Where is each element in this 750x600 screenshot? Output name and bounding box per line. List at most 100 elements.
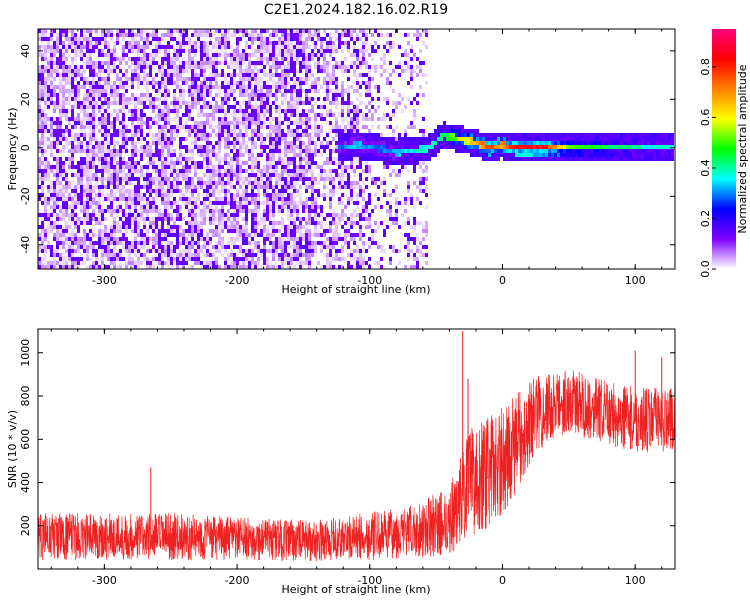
heatmap-cell [68, 97, 71, 101]
heatmap-cell [257, 165, 260, 169]
heatmap-cell [194, 89, 197, 93]
heatmap-cell [167, 233, 170, 237]
heatmap-cell [233, 237, 236, 241]
heatmap-cell [347, 229, 350, 233]
heatmap-cell [281, 253, 284, 257]
heatmap-cell [53, 237, 56, 241]
heatmap-cell [152, 81, 155, 85]
heatmap-cell [80, 161, 83, 165]
heatmap-cell [332, 77, 335, 81]
heatmap-cell [305, 161, 308, 165]
heatmap-cell [206, 253, 209, 257]
heatmap-cell [362, 57, 365, 61]
heatmap-cell [275, 65, 278, 69]
heatmap-cell [326, 69, 329, 73]
heatmap-cell [362, 189, 365, 193]
heatmap-cell [260, 145, 263, 149]
heatmap-cell [251, 33, 254, 37]
heatmap-cell [374, 133, 377, 137]
heatmap-cell [251, 129, 254, 133]
heatmap-cell [146, 45, 149, 49]
heatmap-cell [44, 165, 47, 169]
heatmap-cell [221, 117, 224, 121]
heatmap-cell [227, 201, 230, 205]
heatmap-cell [146, 237, 149, 241]
heatmap-cell [284, 237, 287, 241]
heatmap-cell [254, 245, 257, 249]
heatmap-cell [38, 129, 41, 133]
heatmap-cell [224, 117, 227, 121]
heatmap-cell [152, 245, 155, 249]
heatmap-cell [65, 125, 68, 129]
heatmap-cell [254, 65, 257, 69]
heatmap-cell [233, 105, 236, 109]
heatmap-cell [62, 149, 65, 153]
heatmap-cell [296, 117, 299, 121]
heatmap-cell [146, 217, 149, 221]
heatmap-cell [167, 41, 170, 45]
heatmap-cell [359, 193, 362, 197]
heatmap-cell [212, 113, 215, 117]
heatmap-cell [248, 125, 251, 129]
heatmap-cell [230, 249, 233, 253]
heatmap-cell [266, 157, 269, 161]
heatmap-cell [290, 149, 293, 153]
heatmap-cell [305, 101, 308, 105]
heatmap-cell [266, 137, 269, 141]
heatmap-cell [137, 265, 140, 269]
heatmap-cell [86, 233, 89, 237]
heatmap-cell [308, 265, 311, 269]
heatmap-cell [212, 41, 215, 45]
heatmap-cell [362, 33, 365, 37]
heatmap-cell [185, 105, 188, 109]
heatmap-cell [362, 233, 365, 237]
heatmap-cell [329, 169, 332, 173]
heatmap-cell [128, 41, 131, 45]
heatmap-cell [113, 225, 116, 229]
heatmap-cell [170, 241, 173, 245]
heatmap-cell [320, 69, 323, 73]
heatmap-cell [143, 137, 146, 141]
heatmap-cell [347, 173, 350, 177]
heatmap-cell [50, 121, 53, 125]
heatmap-cell [224, 49, 227, 53]
heatmap-cell [296, 253, 299, 257]
heatmap-cell [365, 105, 368, 109]
heatmap-cell [191, 265, 194, 269]
heatmap-cell [188, 173, 191, 177]
heatmap-cell [371, 117, 374, 121]
heatmap-cell [164, 209, 167, 213]
heatmap-cell [59, 125, 62, 129]
heatmap-cell [65, 201, 68, 205]
heatmap-cell [218, 129, 221, 133]
heatmap-cell [146, 61, 149, 65]
heatmap-cell [173, 257, 176, 261]
heatmap-cell [254, 193, 257, 197]
heatmap-cell [290, 177, 293, 181]
heatmap-cell [161, 185, 164, 189]
heatmap-cell [260, 61, 263, 65]
heatmap-cell [89, 201, 92, 205]
heatmap-cell [155, 133, 158, 137]
heatmap-cell [383, 149, 386, 153]
heatmap-cell [50, 221, 53, 225]
heatmap-cell [44, 185, 47, 189]
heatmap-cell [320, 125, 323, 129]
heatmap-cell [302, 29, 305, 33]
heatmap-cell [140, 69, 143, 73]
heatmap-cell [218, 181, 221, 185]
heatmap-cell [143, 153, 146, 157]
heatmap-cell [371, 137, 374, 141]
heatmap-cell [275, 61, 278, 65]
heatmap-cell [251, 41, 254, 45]
heatmap-cell [278, 65, 281, 69]
heatmap-cell [59, 265, 62, 269]
heatmap-cell [341, 121, 344, 125]
heatmap-cell [164, 217, 167, 221]
heatmap-cell [248, 101, 251, 105]
heatmap-cell [191, 117, 194, 121]
heatmap-cell [290, 205, 293, 209]
heatmap-cell [209, 89, 212, 93]
heatmap-cell [320, 49, 323, 53]
heatmap-cell [263, 165, 266, 169]
